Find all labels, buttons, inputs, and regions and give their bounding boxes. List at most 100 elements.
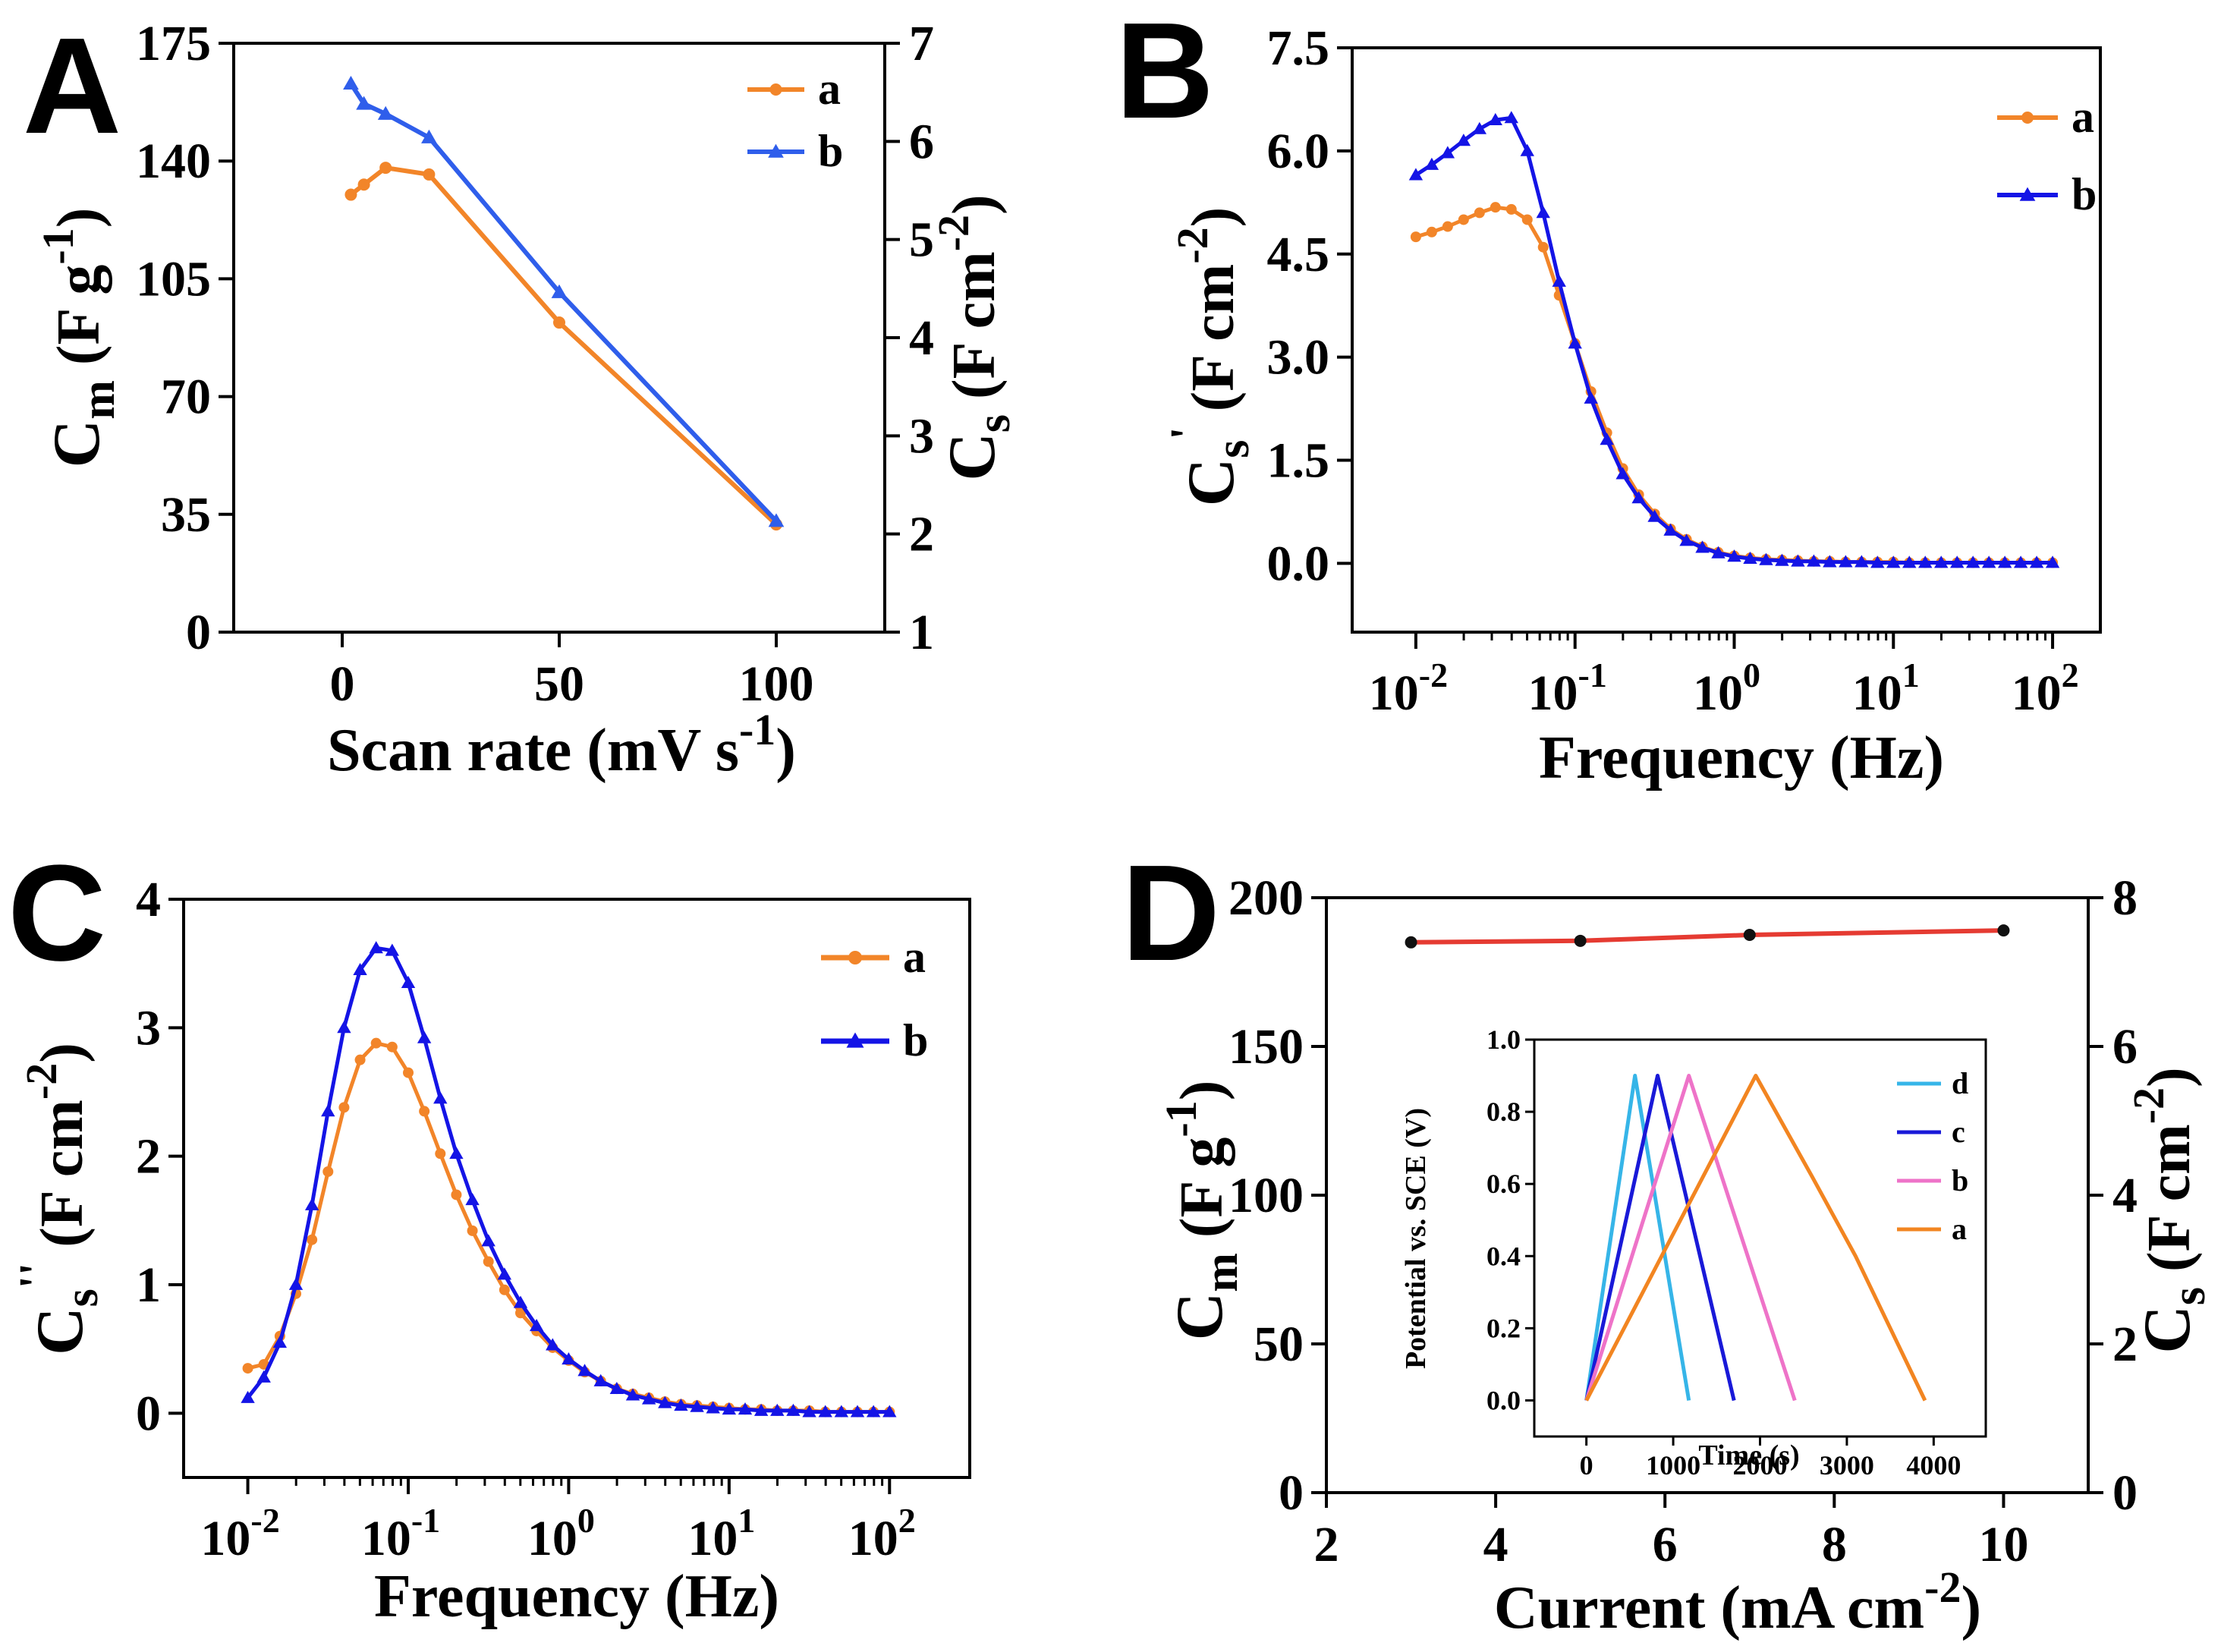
data-point-cm (1997, 924, 2010, 937)
inset-frame (1533, 1038, 1987, 1438)
data-point-b (753, 1403, 769, 1416)
y-tick-label: 0.0 (1267, 536, 1330, 591)
axis-title-symbol: C (1175, 458, 1248, 507)
plot-frame (182, 898, 971, 1479)
x-tick-base: 10 (1852, 666, 1902, 721)
x-tick-label: 101 (687, 1501, 755, 1566)
axis-title-symbol: C (936, 433, 1009, 481)
axis-title-unit: (F cm (1180, 264, 1247, 427)
x-tick-base: 10 (200, 1511, 250, 1566)
legend-marker-b (846, 1032, 864, 1048)
x-tick-exponent: 2 (898, 1501, 916, 1540)
data-point-b (658, 1396, 672, 1408)
data-point-b (546, 1338, 560, 1351)
y-tick-label: 35 (161, 487, 211, 543)
data-point-a (419, 1106, 430, 1117)
legend-label-a: a (818, 64, 841, 114)
data-point-b (1807, 554, 1821, 567)
data-point-a (423, 168, 436, 181)
data-point-cm (1405, 936, 1417, 949)
x-tick-label: 10-1 (1528, 656, 1607, 721)
legend-label-a: a (2072, 92, 2094, 142)
data-point-a (483, 1256, 494, 1267)
axis-title-subscript: m (1196, 1253, 1247, 1292)
data-point-a (499, 1284, 510, 1295)
data-point-a (553, 316, 565, 329)
inset-y-tick-label: 1.0 (1486, 1024, 1521, 1055)
y-axis-title: Cm (F g-1) (33, 208, 124, 468)
data-point-b (401, 975, 416, 988)
y-axis-title: Cm (F g-1) (1156, 1081, 1247, 1341)
data-point-b (1902, 555, 1917, 568)
data-point-b (2013, 555, 2028, 568)
x-tick-exponent: 2 (2062, 656, 2079, 694)
data-point-b (706, 1401, 720, 1414)
data-point-b (1918, 555, 1933, 568)
x-tick-label: 4 (1483, 1517, 1508, 1572)
axis-title-symbol: C (2131, 1305, 2204, 1354)
inset-y-tick-label: 0.6 (1486, 1169, 1521, 1199)
data-point-b (1949, 555, 1965, 568)
x-axis-title-end: ) (775, 717, 796, 784)
y2-tick-label: 4 (909, 310, 934, 366)
data-point-b (1424, 157, 1439, 170)
data-point-b (529, 1318, 544, 1332)
data-point-b (385, 943, 400, 956)
data-point-b (834, 1405, 849, 1418)
data-point-b (1600, 433, 1614, 445)
inset-series-line-d (1584, 1074, 1691, 1401)
x-tick-exponent: -1 (1578, 656, 1607, 694)
data-point-a (338, 1102, 350, 1113)
y2-axis-title: Cs (F cm-2) (2124, 1067, 2215, 1353)
data-point-cm (1743, 929, 1756, 941)
y2-tick-label: 4 (2112, 1168, 2138, 1223)
data-point-b (337, 1021, 351, 1034)
legend-label-a: a (903, 932, 926, 982)
axis-title-sup: -1 (1156, 1100, 1206, 1137)
y-tick-label: 4.5 (1267, 227, 1330, 282)
data-point-b (2045, 555, 2060, 568)
data-point-b (1839, 555, 1853, 568)
legend-label-b: b (2072, 169, 2097, 219)
x-tick-exponent: -1 (411, 1501, 440, 1540)
data-point-a (515, 1307, 526, 1319)
data-point-b (1997, 555, 2012, 568)
data-point-b (433, 1091, 448, 1104)
axis-title-unit: (F cm (29, 1100, 96, 1263)
legend-label-b: b (818, 126, 843, 176)
data-point-b (1584, 391, 1598, 404)
x-axis-title-text: Frequency (Hz) (1539, 725, 1944, 791)
inset-legend-label-d: d (1952, 1066, 1968, 1100)
data-point-b (513, 1295, 528, 1308)
y2-axis-title: Cs (F cm-2) (929, 194, 1020, 480)
x-axis-title: Current (mA cm-2) (1494, 1562, 1981, 1641)
data-point-b (272, 1336, 288, 1348)
data-point-b (449, 1147, 464, 1160)
x-tick-label: 10 (1978, 1517, 2028, 1572)
series-line-b (246, 946, 890, 1414)
x-tick-base: 10 (1369, 666, 1419, 721)
x-axis-title-text: Current (mA cm (1494, 1575, 1924, 1641)
x-axis-title-text: Scan rate (mV s (327, 717, 739, 784)
y-axis-title: Cs'' (F cm-2) (11, 1043, 108, 1355)
axis-title-unit: (F cm (941, 251, 1008, 414)
inset-y-tick-label: 0.0 (1486, 1385, 1521, 1415)
y2-tick-label: 3 (909, 408, 934, 464)
data-point-a (451, 1189, 462, 1200)
data-point-a (1426, 226, 1437, 238)
data-point-a (322, 1166, 334, 1177)
data-point-a (1442, 221, 1453, 232)
y-tick-label: 140 (136, 134, 211, 189)
x-tick-label: 2 (1314, 1517, 1339, 1572)
data-point-a (370, 1037, 382, 1049)
y-tick-label: 0 (1279, 1465, 1304, 1521)
legend-marker-b (768, 143, 784, 158)
data-point-b (882, 1405, 897, 1418)
data-point-b (1615, 467, 1630, 480)
inset-series-line-c (1584, 1074, 1736, 1402)
x-tick-label: 10-2 (200, 1501, 279, 1566)
axis-title-end: ) (2136, 1067, 2203, 1087)
data-point-a (1474, 207, 1485, 219)
data-point-b (577, 1364, 592, 1377)
x-tick-exponent: -2 (1419, 656, 1448, 694)
